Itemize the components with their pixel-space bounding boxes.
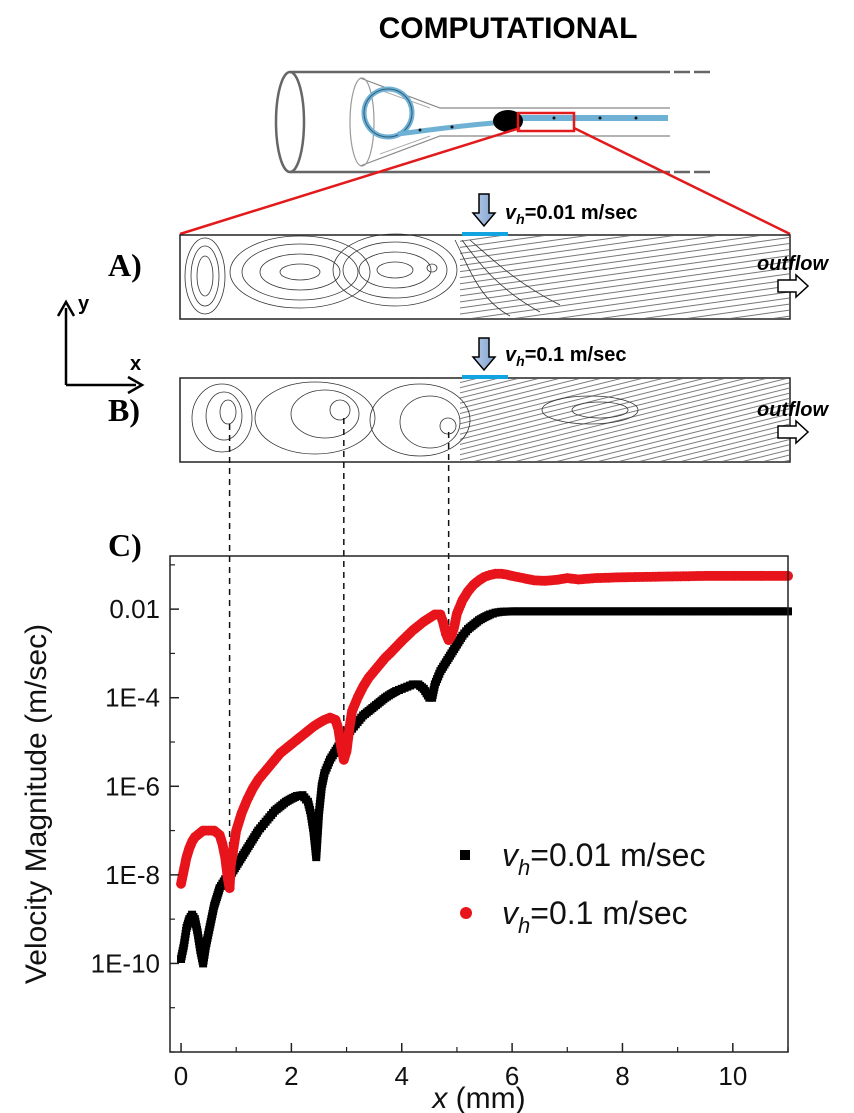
y-tick-label: 1E-10 — [91, 948, 160, 978]
x-tick-label: 2 — [284, 1061, 298, 1091]
dashed-guides — [228, 418, 450, 889]
y-tick-label: 1E-4 — [105, 683, 160, 713]
panel-a-down-arrow — [471, 193, 497, 228]
legend: vh=0.01 m/sec vh=0.1 m/sec — [460, 837, 705, 938]
panel-c-label: C) — [108, 527, 142, 563]
panel-a: A) vh=0.01 m/sec outflow — [108, 193, 830, 320]
x-axis-glyph-label: x — [130, 353, 141, 375]
y-tick-label: 1E-6 — [105, 771, 160, 801]
x-tick-label: 6 — [505, 1061, 519, 1091]
y-tick-label: 1E-8 — [105, 860, 160, 890]
x-tick-label: 4 — [395, 1061, 409, 1091]
panel-b: B) vh=0.1 m/sec outflow — [108, 337, 830, 463]
x-tick-label: 10 — [718, 1061, 747, 1091]
x-tick-label: 8 — [615, 1061, 629, 1091]
legend-entry-label: vh=0.1 m/sec — [502, 895, 688, 938]
panel-a-outflow-label: outflow — [757, 253, 830, 275]
x-tick-label: 0 — [174, 1061, 188, 1091]
legend-marker-square — [460, 850, 470, 860]
legend-entry-label: vh=0.01 m/sec — [502, 837, 705, 880]
chart-plot: 0 2 4 6 8 10 1E-10 1E-8 1E-6 1E-4 0.01 Velocity Ma… — [20, 555, 793, 1113]
panel-b-outflow-arrow — [777, 419, 810, 445]
y-axis-glyph-label: y — [78, 293, 90, 315]
panel-b-label: B) — [108, 392, 140, 428]
panel-b-outflow-label: outflow — [757, 399, 830, 421]
panel-a-outflow-arrow — [777, 273, 810, 299]
panel-b-velocity-label: vh=0.1 m/sec — [505, 344, 626, 369]
x-axis-label: x (mm) — [430, 1082, 525, 1113]
panel-b-inlet — [462, 375, 508, 379]
device-schematic — [179, 70, 791, 236]
y-axis-label: Velocity Magnitude (m/sec) — [20, 624, 53, 984]
y-tick-label: 0.01 — [109, 594, 160, 624]
panel-a-label: A) — [108, 247, 142, 283]
figure-title: COMPUTATIONAL — [379, 12, 638, 45]
series-black — [177, 607, 792, 968]
legend-marker-circle — [460, 907, 472, 919]
plot-frame — [169, 555, 789, 1053]
panel-b-down-arrow — [471, 337, 497, 372]
coordinate-axes-glyph: y x — [56, 293, 145, 395]
panel-a-velocity-label: vh=0.01 m/sec — [505, 202, 638, 227]
panel-a-inlet — [462, 232, 508, 236]
series-red — [176, 568, 793, 894]
